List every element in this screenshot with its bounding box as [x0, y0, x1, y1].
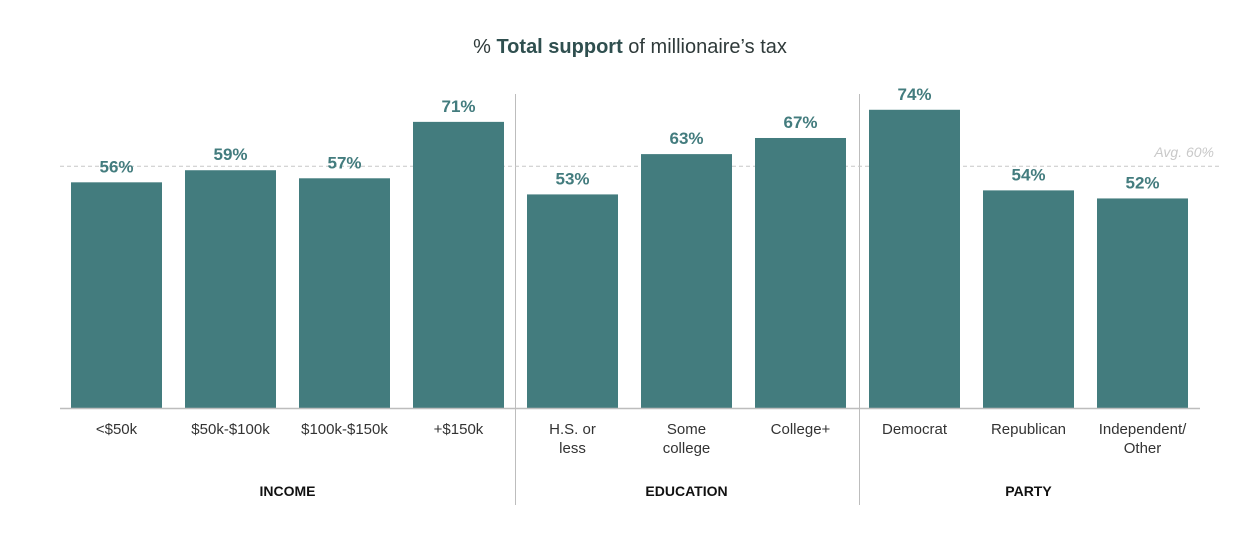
bar [185, 170, 276, 408]
data-label: 67% [783, 113, 817, 132]
chart-title: % Total support of millionaire’s tax [0, 36, 1260, 59]
category-label: $50k-$100k [191, 421, 270, 438]
data-label: 53% [555, 169, 589, 188]
category-label: H.S. or less [549, 421, 596, 457]
category-label: Independent/Other [1099, 421, 1187, 457]
category-label: College+ [771, 421, 831, 438]
bar [983, 190, 1074, 408]
chart-title-bold: Total support [496, 36, 623, 58]
data-label: 52% [1125, 173, 1159, 192]
data-label: 56% [99, 157, 133, 176]
data-label: 71% [441, 97, 475, 116]
data-label: 63% [669, 129, 703, 148]
bar [755, 137, 846, 409]
category-label: Democrat [882, 421, 948, 438]
bar [641, 154, 732, 408]
data-label: 54% [1011, 165, 1045, 184]
average-label: Avg. 60% [1153, 144, 1214, 160]
bar [299, 178, 390, 408]
data-label: 57% [327, 153, 361, 172]
category-label: $100k-$150k [301, 421, 388, 438]
category-label: Republican [991, 421, 1066, 438]
chart-title-suffix: of millionaire’s tax [622, 36, 787, 58]
category-label: <$50k [96, 421, 138, 438]
bar [869, 109, 960, 408]
group-label: EDUCATION [645, 483, 727, 499]
bar [71, 182, 162, 408]
bar [527, 194, 618, 408]
data-label: 74% [897, 85, 931, 104]
category-label: +$150k [434, 421, 484, 438]
bar [1097, 198, 1188, 408]
category-label: Some college [663, 421, 711, 457]
group-label: INCOME [260, 483, 316, 499]
group-label: PARTY [1005, 483, 1052, 499]
chart-title-prefix: % [473, 36, 497, 58]
data-label: 59% [213, 145, 247, 164]
bar [413, 121, 504, 409]
